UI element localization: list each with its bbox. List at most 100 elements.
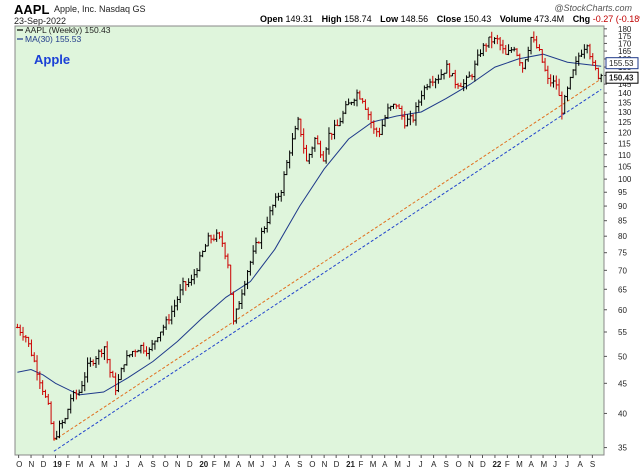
price-bar xyxy=(159,331,163,342)
x-tick-label: A xyxy=(138,460,144,469)
price-bar xyxy=(296,116,300,131)
price-bar xyxy=(551,75,555,88)
y-tick-label: 175 xyxy=(618,32,632,41)
price-bar xyxy=(116,374,120,393)
y-tick-label: 115 xyxy=(618,139,631,148)
price-bar xyxy=(568,76,572,90)
price-badge: 155.53 xyxy=(605,57,639,70)
price-bar xyxy=(417,99,421,112)
x-tick-label: J xyxy=(260,460,264,469)
price-bar xyxy=(515,48,519,57)
price-bar xyxy=(18,324,22,336)
price-bar xyxy=(394,103,398,109)
price-bar xyxy=(363,99,367,110)
x-tick-label: 19 xyxy=(53,460,62,469)
price-bar xyxy=(304,144,308,162)
price-bar xyxy=(338,117,342,127)
price-bar xyxy=(349,101,353,106)
price-bar xyxy=(217,231,221,240)
price-bar xyxy=(63,417,67,424)
x-tick-label: J xyxy=(419,460,423,469)
price-bar xyxy=(161,324,165,336)
price-bar xyxy=(375,127,379,137)
price-bar xyxy=(372,120,376,134)
x-tick-label: A xyxy=(529,460,535,469)
price-bar xyxy=(119,367,123,381)
y-tick-label: 95 xyxy=(618,188,627,197)
price-bar xyxy=(111,370,115,378)
y-tick-label: 65 xyxy=(618,285,627,294)
price-bar xyxy=(150,339,154,352)
x-tick-label: S xyxy=(297,460,302,469)
price-bar xyxy=(459,82,463,88)
x-tick-label: M xyxy=(394,460,401,469)
x-tick-label: O xyxy=(16,460,22,469)
price-bar xyxy=(293,125,297,140)
price-bar xyxy=(464,75,468,90)
price-bar xyxy=(226,253,230,269)
x-tick-label: J xyxy=(114,460,118,469)
price-bar xyxy=(319,140,323,158)
x-tick-label: N xyxy=(468,460,474,469)
price-bar xyxy=(271,204,275,216)
price-bar xyxy=(588,43,592,60)
ma30-line xyxy=(17,53,602,396)
price-bar xyxy=(268,206,272,225)
price-bar xyxy=(406,114,410,127)
x-tick-label: M xyxy=(223,460,230,469)
price-bar xyxy=(529,36,533,55)
price-bar xyxy=(290,133,294,156)
price-bar xyxy=(43,389,47,398)
symbol: AAPL xyxy=(14,2,50,17)
price-bar xyxy=(147,347,151,360)
open-value: 149.31 xyxy=(285,14,314,24)
price-bar xyxy=(537,44,541,52)
y-tick-label: 55 xyxy=(618,328,627,337)
x-tick-label: J xyxy=(565,460,569,469)
price-bar xyxy=(133,349,137,357)
y-tick-label: 165 xyxy=(618,47,632,56)
volume-label: Volume xyxy=(499,14,532,24)
price-bar xyxy=(310,146,314,158)
price-bar xyxy=(526,46,530,62)
y-tick-label: 130 xyxy=(618,108,632,117)
price-bar xyxy=(571,69,575,79)
x-tick-label: O xyxy=(456,460,462,469)
y-tick-label: 50 xyxy=(618,352,627,361)
y-tick-label: 170 xyxy=(618,39,632,48)
price-bar xyxy=(462,79,466,92)
price-bar xyxy=(237,301,241,310)
x-tick-label: F xyxy=(65,460,70,469)
y-tick-label: 90 xyxy=(618,202,627,211)
price-bar xyxy=(313,137,317,152)
y-tick-label: 75 xyxy=(618,249,627,258)
price-bar xyxy=(251,245,255,265)
price-bar xyxy=(521,62,525,73)
x-tick-label: A xyxy=(236,460,242,469)
price-bar xyxy=(276,192,280,201)
price-bar xyxy=(582,44,586,59)
price-bar xyxy=(333,119,337,140)
price-bar xyxy=(299,118,303,137)
price-bar xyxy=(501,39,505,54)
price-bar xyxy=(145,346,149,357)
y-tick-label: 60 xyxy=(618,306,627,315)
price-bar xyxy=(178,284,182,303)
price-bar xyxy=(594,60,598,71)
x-tick-label: F xyxy=(359,460,364,469)
price-bar xyxy=(212,234,216,242)
price-badge-box xyxy=(605,71,639,84)
price-bar xyxy=(41,380,45,396)
price-bar xyxy=(262,226,266,234)
price-bar xyxy=(456,82,460,89)
x-tick-label: J xyxy=(126,460,130,469)
x-tick-label: S xyxy=(150,460,155,469)
price-bar xyxy=(400,105,404,120)
x-tick-label: O xyxy=(309,460,315,469)
price-bar xyxy=(518,53,522,66)
price-bar xyxy=(206,232,210,247)
price-bar xyxy=(347,98,351,106)
price-bar xyxy=(484,43,488,52)
price-bar xyxy=(554,75,558,90)
price-bar xyxy=(122,364,126,373)
